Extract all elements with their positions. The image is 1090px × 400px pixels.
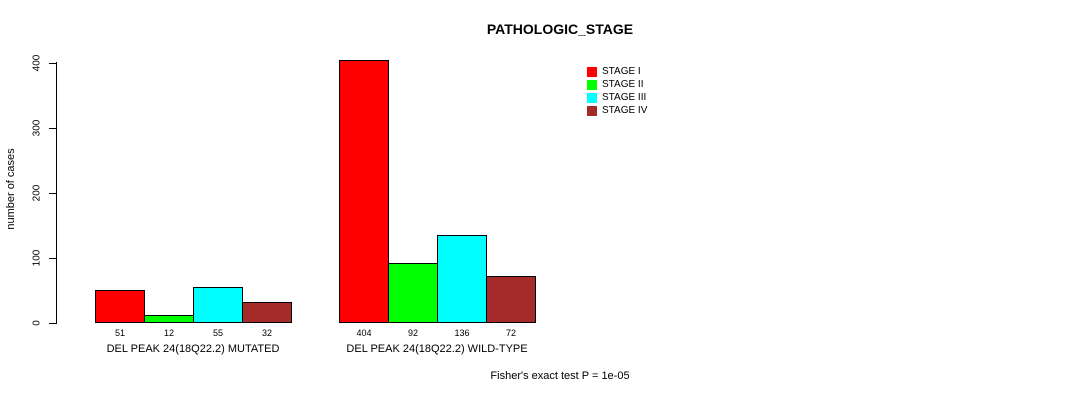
category-label-del-peak-24-18q22-2-mutated: DEL PEAK 24(18Q22.2) MUTATED [106, 343, 280, 355]
legend: STAGE I STAGE II STAGE III STAGE IV [587, 65, 647, 117]
bar-value-label: 32 [261, 328, 273, 338]
bar-value-label: 12 [163, 328, 175, 338]
legend-item-stage-i: STAGE I [587, 65, 647, 78]
bar-value-label: 72 [505, 328, 517, 338]
y-tick-mark-100 [49, 257, 57, 259]
bar-value-label: 136 [454, 328, 470, 338]
y-tick-mark-300 [49, 127, 57, 129]
bar-stage-ii-del-peak-24-18q22-2-mutated [144, 315, 194, 323]
legend-label-stage-iii: STAGE III [602, 92, 647, 103]
legend-swatch-stage-i [587, 66, 597, 77]
bar-stage-iv-del-peak-24-18q22-2-mutated [242, 302, 292, 323]
legend-item-stage-ii: STAGE II [587, 78, 647, 91]
legend-swatch-stage-iv [587, 105, 597, 116]
legend-label-stage-ii: STAGE II [602, 79, 644, 90]
bar-stage-iii-del-peak-24-18q22-2-wild-type [437, 235, 487, 323]
legend-label-stage-iv: STAGE IV [602, 105, 648, 116]
y-tick-label-0: 0 [31, 320, 43, 326]
bar-stage-ii-del-peak-24-18q22-2-wild-type [388, 263, 438, 323]
category-label-del-peak-24-18q22-2-wild-type: DEL PEAK 24(18Q22.2) WILD-TYPE [346, 343, 528, 355]
y-tick-label-400: 400 [31, 54, 43, 72]
y-tick-label-100: 100 [31, 249, 43, 267]
bar-stage-iii-del-peak-24-18q22-2-mutated [193, 287, 243, 323]
legend-item-stage-iv: STAGE IV [587, 104, 647, 117]
bar-stage-i-del-peak-24-18q22-2-wild-type [339, 60, 389, 323]
bar-value-label: 55 [212, 328, 224, 338]
legend-swatch-stage-iii [587, 92, 597, 103]
legend-swatch-stage-ii [587, 79, 597, 90]
y-tick-mark-400 [49, 62, 57, 64]
bar-value-label: 404 [356, 328, 372, 338]
y-tick-mark-200 [49, 192, 57, 194]
legend-item-stage-iii: STAGE III [587, 91, 647, 104]
y-axis-label: number of cases [5, 148, 17, 230]
y-tick-label-300: 300 [31, 119, 43, 137]
y-tick-mark-0 [49, 322, 57, 324]
bar-stage-iv-del-peak-24-18q22-2-wild-type [486, 276, 536, 323]
annotation-fisher-test: Fisher's exact test P = 1e-05 [490, 370, 630, 382]
chart-title: PATHOLOGIC_STAGE [486, 21, 634, 37]
bar-stage-i-del-peak-24-18q22-2-mutated [95, 290, 145, 323]
legend-label-stage-i: STAGE I [602, 66, 641, 77]
y-tick-label-200: 200 [31, 184, 43, 202]
bar-value-label: 92 [407, 328, 419, 338]
bar-value-label: 51 [114, 328, 126, 338]
